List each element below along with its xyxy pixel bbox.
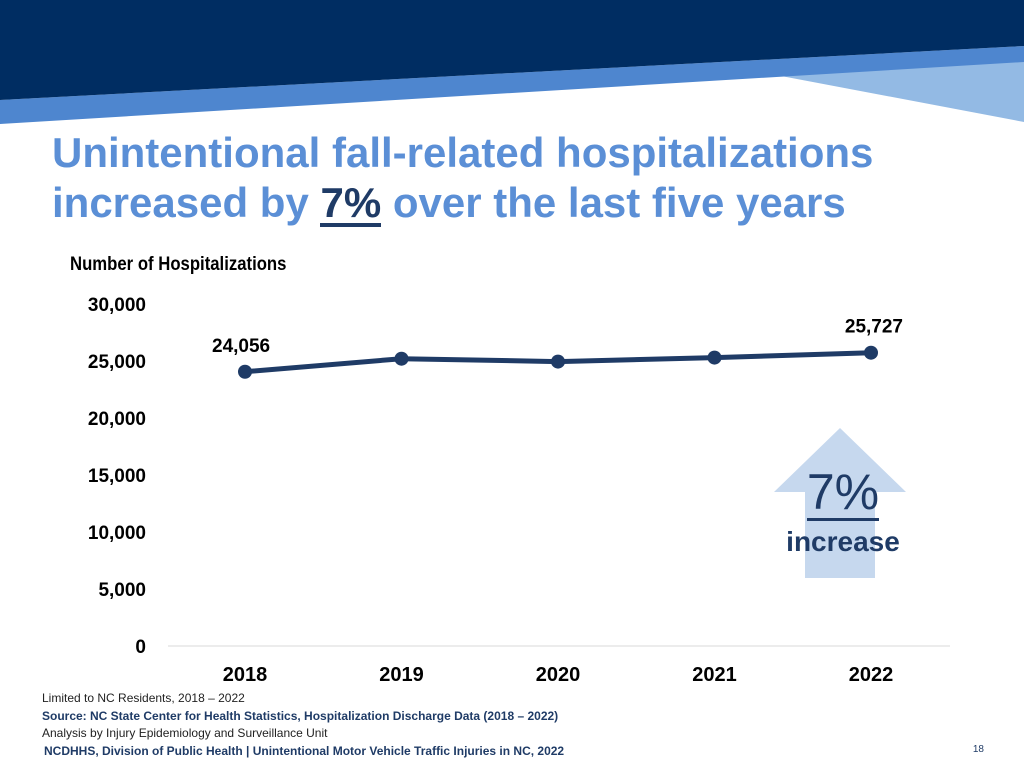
y-tick-label: 10,000 xyxy=(88,523,146,544)
note-limit: Limited to NC Residents, 2018 – 2022 xyxy=(42,691,245,705)
banner-navy xyxy=(0,0,1024,100)
y-tick-labels: 0 5,000 10,000 15,000 20,000 25,000 30,000 xyxy=(88,295,146,658)
banner-mid-stripe xyxy=(0,46,1024,124)
header-banner xyxy=(0,0,1024,124)
callout-percent: 7% xyxy=(806,464,880,521)
title-line-1: Unintentional fall-related hospitalizati… xyxy=(52,129,874,176)
x-tick-label: 2018 xyxy=(223,664,268,686)
y-tick-label: 0 xyxy=(135,637,146,658)
page-number: 18 xyxy=(972,744,984,755)
y-axis-title: Number of Hospitalizations xyxy=(70,254,287,275)
title-line-2-suffix: over the last five years xyxy=(381,179,846,226)
y-tick-label: 15,000 xyxy=(88,466,146,487)
y-tick-label: 30,000 xyxy=(88,295,146,316)
data-point xyxy=(394,351,409,366)
data-label: 25,727 xyxy=(845,317,903,338)
y-tick-label: 20,000 xyxy=(88,409,146,430)
callout-word: increase xyxy=(786,526,900,557)
y-tick-label: 5,000 xyxy=(98,580,146,601)
note-source: Source: NC State Center for Health Stati… xyxy=(42,709,559,723)
note-analysis: Analysis by Injury Epidemiology and Surv… xyxy=(42,726,328,740)
data-point xyxy=(864,345,878,360)
up-arrow-icon xyxy=(774,428,906,578)
data-points xyxy=(238,345,878,379)
title-line-2-prefix: increased by xyxy=(52,179,321,226)
data-label: 24,056 xyxy=(212,336,270,357)
x-tick-label: 2022 xyxy=(849,664,894,686)
x-tick-label: 2020 xyxy=(536,664,581,686)
x-tick-label: 2019 xyxy=(379,664,424,686)
y-tick-label: 25,000 xyxy=(88,352,146,373)
data-point xyxy=(238,364,252,379)
x-tick-labels: 2018 2019 2020 2021 2022 xyxy=(223,664,894,686)
x-tick-label: 2021 xyxy=(692,664,737,686)
data-point xyxy=(707,350,722,365)
footer-text: NCDHHS, Division of Public Health | Unin… xyxy=(44,744,565,758)
data-point xyxy=(551,354,565,369)
title-highlight-percent: 7% xyxy=(320,179,382,227)
data-labels: 24,056 25,727 xyxy=(212,317,903,357)
slide-title: Unintentional fall-related hospitalizati… xyxy=(52,128,1012,228)
